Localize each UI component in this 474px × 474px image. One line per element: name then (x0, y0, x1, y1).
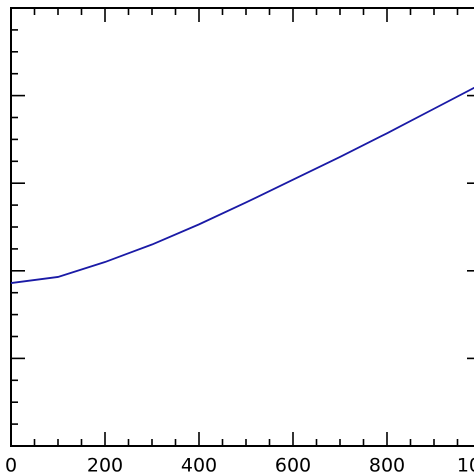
x-tick-label: 1000 (457, 455, 474, 474)
data-line (10, 86, 474, 284)
x-tick-label: 200 (87, 455, 123, 474)
plot-frame (10, 7, 474, 447)
x-tick-label: 800 (369, 455, 405, 474)
x-tick-label: 400 (181, 455, 217, 474)
x-tick-label: 600 (275, 455, 311, 474)
x-tick-label: 0 (5, 455, 17, 474)
